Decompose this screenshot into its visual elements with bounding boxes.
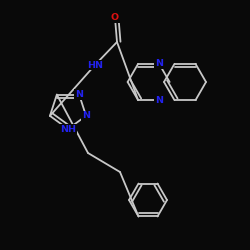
Text: N: N	[82, 111, 90, 120]
Text: HN: HN	[87, 60, 103, 70]
Text: O: O	[111, 14, 119, 22]
Text: N: N	[155, 59, 163, 68]
Text: N: N	[155, 96, 163, 105]
Text: N: N	[75, 90, 83, 99]
Text: NH: NH	[60, 124, 76, 134]
